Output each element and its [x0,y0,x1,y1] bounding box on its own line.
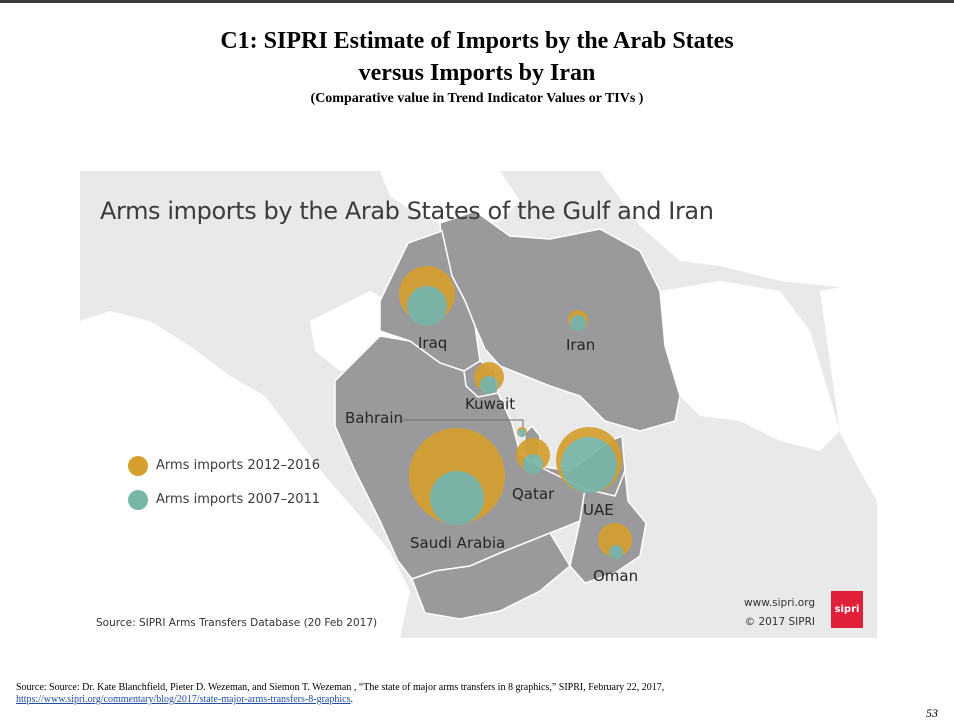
label-saudi-arabia: Saudi Arabia [410,534,506,552]
land-india [820,281,877,501]
region-yemen [411,532,571,620]
bubble-uae-2007-2011 [561,437,617,493]
bubble-qatar-2007-2011 [523,454,543,474]
bubble-iran-2007-2011 [570,315,586,331]
map-panel: Arms imports by the Arab States of the G… [80,171,877,638]
bubble-saudi-arabia-2007-2011 [430,471,484,525]
bubble-oman-2012-2016 [598,523,632,557]
label-kuwait: Kuwait [465,395,516,413]
legend-label: Arms imports 2007–2011 [156,492,321,507]
legend-label: Arms imports 2012–2016 [156,458,321,473]
map-graphic [80,171,877,638]
map-heading: Arms imports by the Arab States of the G… [100,197,714,225]
slide-title-line-2: versus Imports by Iran [358,60,596,86]
land-africa [80,311,410,638]
bubble-kuwait-2007-2011 [480,376,498,394]
page-number: 53 [926,706,938,720]
label-uae: UAE [583,501,614,519]
sipri-logo: sipri [831,591,863,628]
slide-source-link-suffix: . [350,694,353,705]
bahrain-callout-line [402,419,524,429]
legend-swatch-teal [128,490,148,510]
bubbles [399,266,632,559]
bubble-iraq-2007-2011 [407,286,447,326]
land-central-asia [600,171,877,291]
map-copyright: © 2017 SIPRI [744,616,815,628]
slide-source-text: Source: Source: Dr. Kate Blanchfield, Pi… [16,682,665,693]
label-oman: Oman [593,567,639,585]
bubble-bahrain-2007-2011 [518,429,526,437]
label-qatar: Qatar [512,485,555,503]
bubble-oman-2007-2011 [609,545,623,559]
slide-source-link[interactable]: https://www.sipri.org/commentary/blog/20… [16,694,351,705]
slide-source: Source: Source: Dr. Kate Blanchfield, Pi… [16,682,876,706]
top-rule [0,0,954,3]
legend-swatch-orange [128,456,148,476]
land-caucasus [380,171,520,231]
label-iraq: Iraq [418,334,448,352]
slide-subtitle: (Comparative value in Trend Indicator Va… [310,91,644,106]
map-website: www.sipri.org [744,597,815,609]
map-source: Source: SIPRI Arms Transfers Database (2… [96,617,378,629]
label-bahrain: Bahrain [345,409,404,427]
land-pakistan [660,281,840,451]
label-iran: Iran [566,336,596,354]
slide-title-line-1: C1: SIPRI Estimate of Imports by the Ara… [220,28,734,54]
